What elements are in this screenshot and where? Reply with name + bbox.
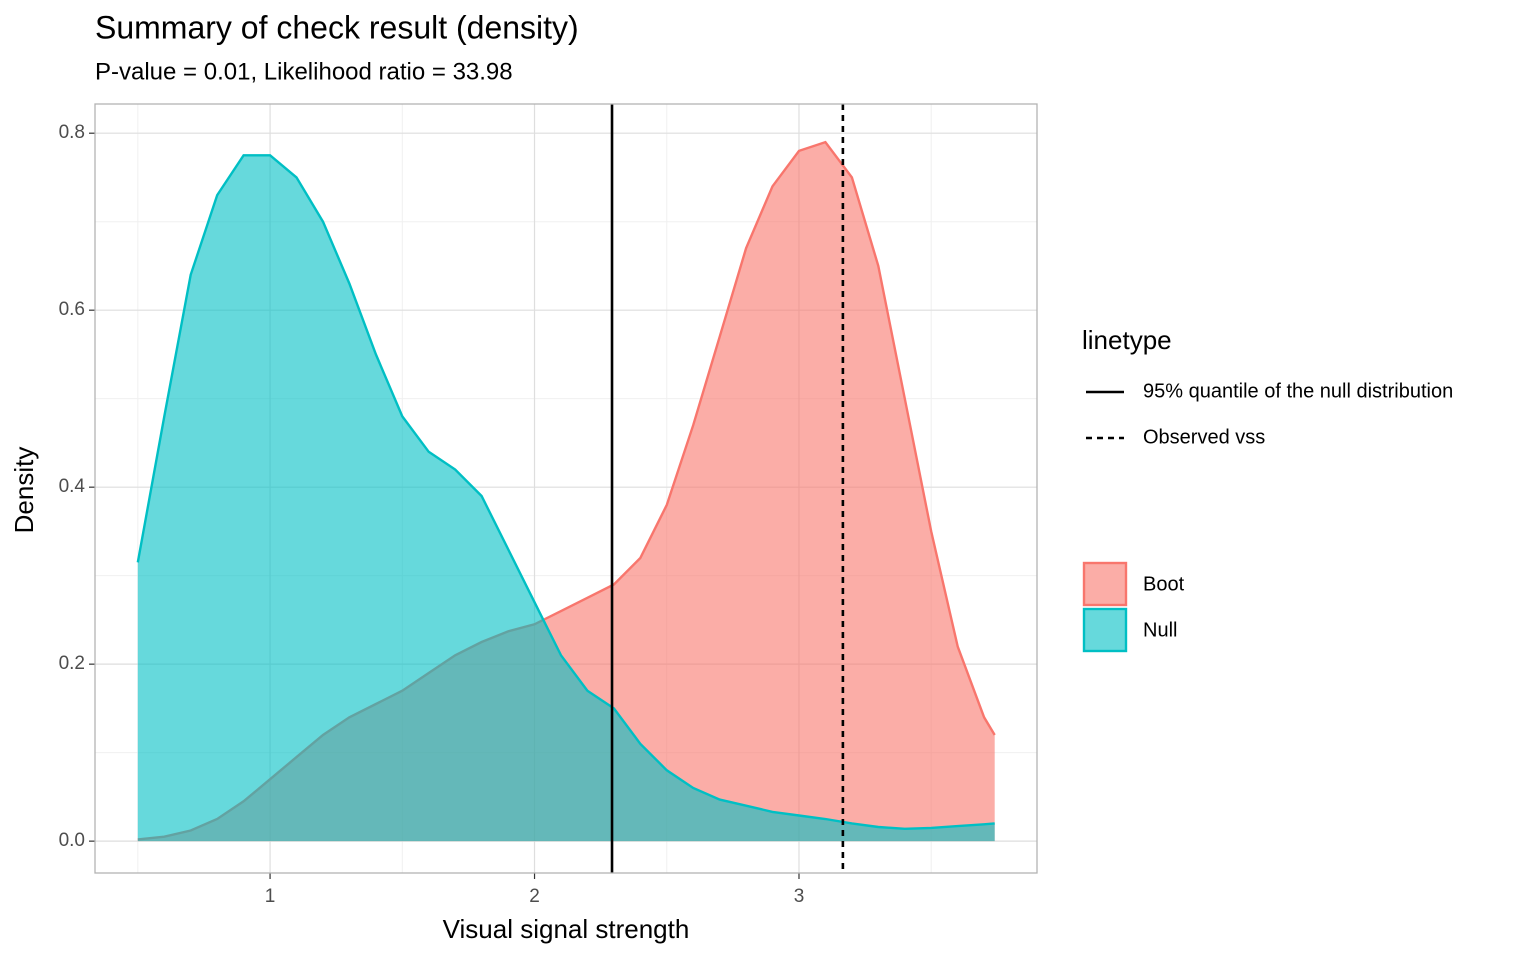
chart-title: Summary of check result (density) xyxy=(95,9,579,45)
legend-key xyxy=(1082,561,1128,607)
y-tick-label: 0.2 xyxy=(59,653,85,674)
areas xyxy=(136,140,996,842)
x-axis-title: Visual signal strength xyxy=(443,914,690,944)
chart-subtitle: P-value = 0.01, Likelihood ratio = 33.98 xyxy=(95,58,513,85)
legend-key xyxy=(1082,607,1128,653)
y-tick-label: 0.8 xyxy=(59,122,85,143)
density-area xyxy=(137,142,995,842)
x-tick-label: 2 xyxy=(529,886,540,907)
density-line xyxy=(136,154,995,831)
overlay: Boot Null 95% quantile of the null distrib… xyxy=(94,103,1453,874)
legend-label: Null xyxy=(1143,619,1177,641)
x-tick-label: 1 xyxy=(265,886,276,907)
legend-title: linetype xyxy=(1082,325,1172,355)
panel-border xyxy=(94,103,1038,874)
x-tick-label: 3 xyxy=(794,886,805,907)
legend-label: 95% quantile of the null distribution xyxy=(1143,380,1453,402)
y-tick-label: 0.0 xyxy=(59,830,85,851)
y-tick-label: 0.6 xyxy=(59,299,85,320)
density-area xyxy=(137,155,995,842)
y-axis-title: Density xyxy=(9,447,39,534)
legend-label: Observed vss xyxy=(1143,426,1265,448)
y-tick-label: 0.4 xyxy=(59,476,86,497)
legend-label: Boot xyxy=(1143,573,1185,595)
